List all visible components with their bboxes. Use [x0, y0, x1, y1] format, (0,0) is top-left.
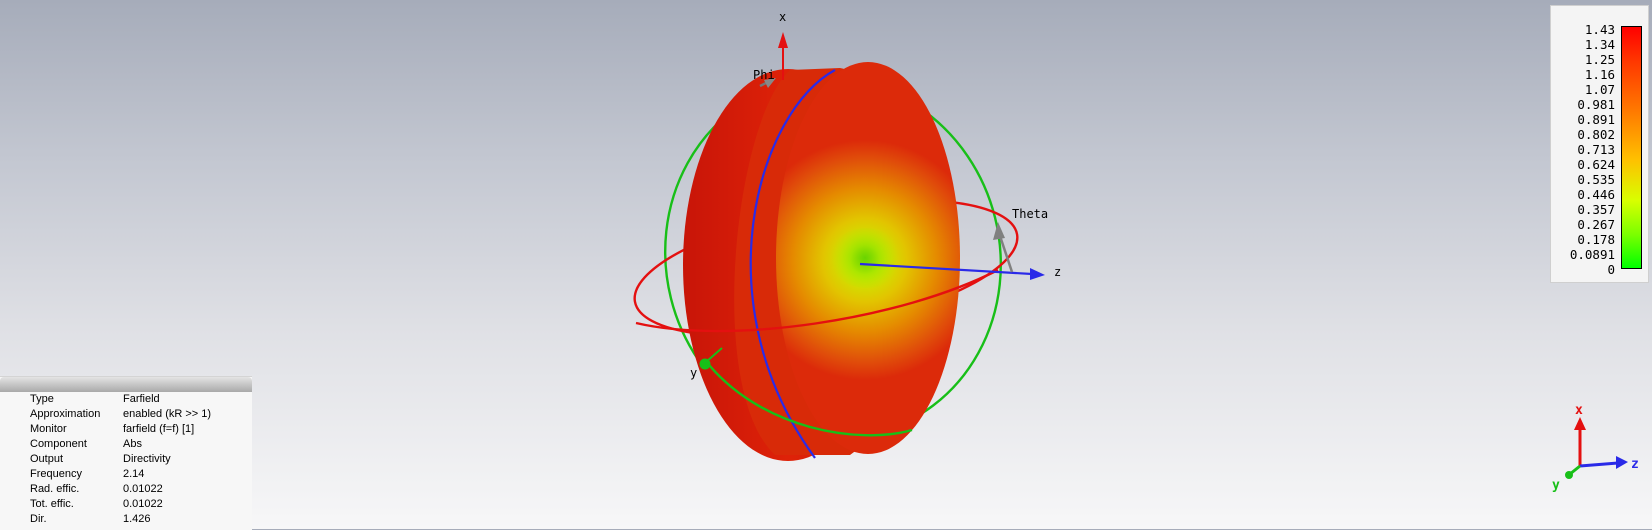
z-axis-arrowhead	[1030, 268, 1045, 280]
info-row-dir: Dir. 1.426	[0, 512, 252, 527]
triad-y-label: y	[1552, 478, 1560, 493]
x-axis-arrowhead	[778, 32, 788, 48]
phi-label: Phi	[753, 68, 775, 82]
theta-ring-front	[635, 268, 999, 333]
info-row-output: Output Directivity	[0, 452, 252, 467]
legend-tick: 0.178	[1577, 232, 1615, 247]
legend-tick: 0.0891	[1569, 247, 1615, 262]
legend-tick: 0.357	[1577, 202, 1615, 217]
info-row-frequency: Frequency 2.14	[0, 467, 252, 482]
info-row-approximation: Approximation enabled (kR >> 1)	[0, 407, 252, 422]
legend-tick: 1.07	[1584, 82, 1615, 97]
triad-z-axis	[1579, 461, 1619, 468]
y-axis-label: y	[690, 366, 697, 380]
legend-tick: 0.267	[1577, 217, 1615, 232]
legend-tick: 1.34	[1584, 37, 1615, 52]
info-key: Frequency	[30, 468, 82, 480]
farfield-info-panel: Type Farfield Approximation enabled (kR …	[0, 376, 252, 530]
legend-tick: 0.802	[1577, 127, 1615, 142]
info-value: enabled (kR >> 1)	[123, 408, 212, 420]
triad-y-endpoint	[1565, 471, 1573, 479]
legend-tick: 0.535	[1577, 172, 1615, 187]
info-key: Output	[30, 453, 64, 465]
legend-tick: 0.624	[1577, 157, 1615, 172]
info-key: Tot. effic.	[30, 498, 74, 510]
info-key: Rad. effic.	[30, 483, 80, 495]
info-value: Farfield	[123, 393, 160, 405]
color-legend: 1.43 1.34 1.25 1.16 1.07 0.981 0.891 0.8…	[1550, 5, 1649, 283]
theta-arrow	[998, 235, 1014, 273]
legend-tick: 0.981	[1577, 97, 1615, 112]
info-key: Monitor	[30, 423, 67, 435]
info-row-component: Component Abs	[0, 437, 252, 452]
legend-tick: 0.446	[1577, 187, 1615, 202]
info-row-tot-effic: Tot. effic. 0.01022	[0, 497, 252, 512]
z-axis-label: z	[1054, 265, 1061, 279]
info-key: Approximation	[30, 408, 101, 420]
legend-tick: 1.16	[1584, 67, 1615, 82]
x-axis-label: x	[779, 10, 786, 24]
y-plane-ring-front	[704, 359, 913, 437]
info-panel-title-bar[interactable]	[0, 377, 252, 392]
orientation-triad: x z y	[1552, 403, 1639, 493]
triad-z-arrowhead	[1616, 456, 1628, 469]
info-row-type: Type Farfield	[0, 392, 252, 407]
info-value: farfield (f=f) [1]	[123, 423, 195, 435]
y-axis-endpoint	[699, 358, 711, 370]
info-row-rad-effic: Rad. effic. 0.01022	[0, 482, 252, 497]
info-key: Dir.	[30, 513, 47, 525]
legend-tick: 0.891	[1577, 112, 1615, 127]
legend-tick: 0	[1607, 262, 1615, 277]
theta-label: Theta	[1012, 207, 1048, 221]
phi-arc	[749, 69, 836, 459]
legend-tick-list: 1.43 1.34 1.25 1.16 1.07 0.981 0.891 0.8…	[1551, 22, 1615, 277]
phi-arrowhead	[764, 78, 776, 88]
legend-color-bar	[1621, 26, 1642, 269]
info-value: Directivity	[123, 453, 171, 465]
triad-x-label: x	[1575, 403, 1583, 418]
legend-tick: 0.713	[1577, 142, 1615, 157]
info-key: Component	[30, 438, 87, 450]
y-axis-line	[705, 347, 723, 363]
theta-arrowhead	[993, 222, 1005, 240]
radiation-pattern	[683, 62, 960, 461]
z-axis-line	[859, 262, 1033, 276]
info-value: 0.01022	[123, 498, 163, 510]
info-value: 0.01022	[123, 483, 163, 495]
legend-tick: 1.43	[1584, 22, 1615, 37]
info-value: Abs	[123, 438, 142, 450]
info-value: 1.426	[123, 513, 151, 525]
info-value: 2.14	[123, 468, 145, 480]
triad-z-label: z	[1631, 457, 1639, 472]
legend-tick: 1.25	[1584, 52, 1615, 67]
info-row-monitor: Monitor farfield (f=f) [1]	[0, 422, 252, 437]
triad-x-arrowhead	[1574, 417, 1586, 430]
info-key: Type	[30, 393, 54, 405]
